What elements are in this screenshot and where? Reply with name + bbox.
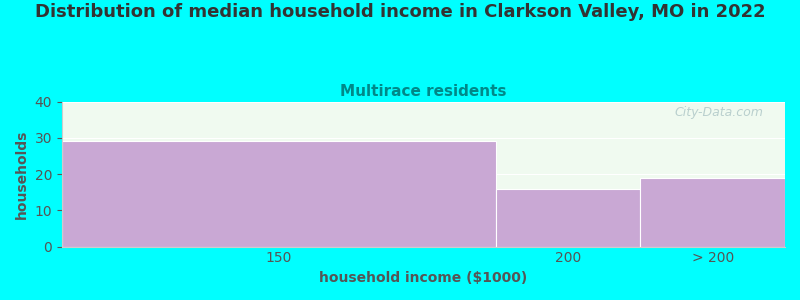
Text: Distribution of median household income in Clarkson Valley, MO in 2022: Distribution of median household income … [34, 3, 766, 21]
X-axis label: household income ($1000): household income ($1000) [319, 271, 527, 285]
Title: Multirace residents: Multirace residents [340, 84, 506, 99]
Bar [496, 189, 640, 247]
Text: City-Data.com: City-Data.com [674, 106, 763, 119]
Bar [62, 141, 496, 247]
Y-axis label: households: households [15, 129, 29, 219]
Bar [640, 178, 785, 247]
